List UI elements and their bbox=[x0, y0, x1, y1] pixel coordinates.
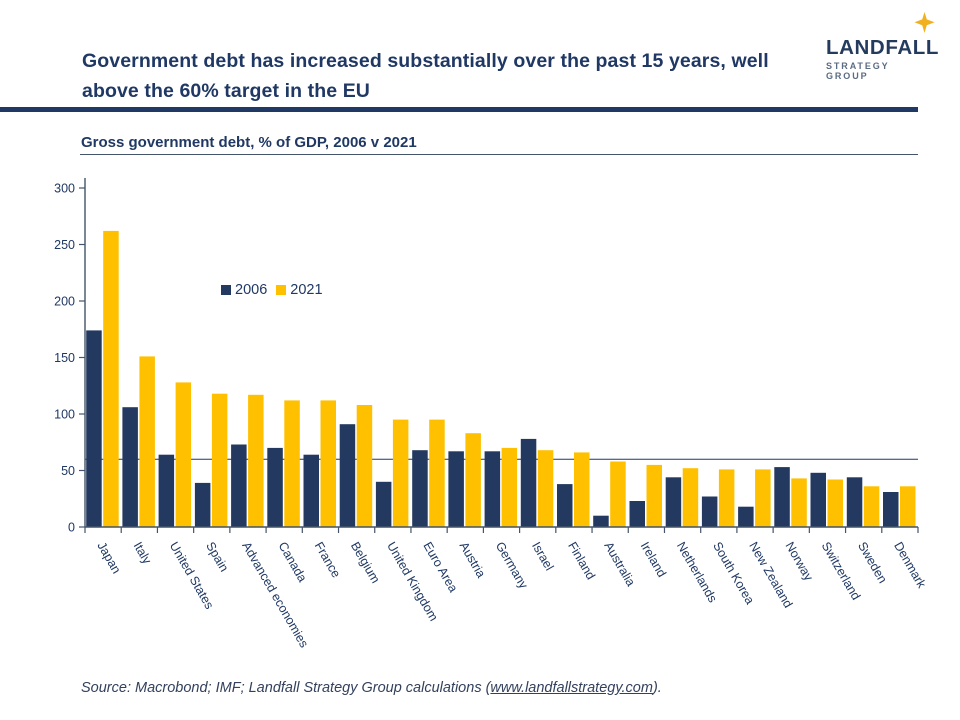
x-category-label: Finland bbox=[565, 540, 598, 583]
y-tick-label: 150 bbox=[54, 351, 75, 365]
x-category-label: Norway bbox=[783, 540, 817, 584]
x-category-label: Belgium bbox=[348, 540, 383, 586]
y-tick-label: 50 bbox=[61, 464, 75, 478]
x-category-label: Australia bbox=[601, 540, 637, 589]
bar-2021-finland bbox=[574, 452, 590, 527]
bar-2006-sweden bbox=[846, 477, 863, 527]
bar-2021-italy bbox=[139, 356, 155, 527]
x-category-label: France bbox=[312, 540, 344, 581]
landfall-logo: LANDFALL STRATEGY GROUP bbox=[826, 10, 939, 81]
logo-wordmark: LANDFALL bbox=[826, 36, 939, 59]
bar-2021-norway bbox=[791, 478, 807, 527]
bar-2006-canada bbox=[267, 447, 283, 527]
source-note: Source: Macrobond; IMF; Landfall Strateg… bbox=[81, 680, 662, 696]
bar-2021-united-kingdom bbox=[392, 419, 409, 527]
bar-2021-germany bbox=[501, 447, 518, 527]
x-category-label: Advanced economies bbox=[239, 540, 311, 651]
bar-2006-advanced-economies bbox=[231, 444, 247, 527]
bar-2021-united-states bbox=[175, 382, 192, 527]
source-link[interactable]: www.landfallstrategy.com bbox=[490, 680, 653, 696]
chart-title: Gross government debt, % of GDP, 2006 v … bbox=[81, 134, 417, 151]
bar-2021-denmark bbox=[900, 486, 916, 527]
page-title-line1: Government debt has increased substantia… bbox=[82, 50, 769, 72]
bar-2006-denmark bbox=[883, 492, 899, 527]
bar-2006-belgium bbox=[339, 424, 356, 527]
x-category-label: Austria bbox=[457, 540, 489, 581]
bar-2006-israel bbox=[520, 438, 537, 527]
bar-2006-switzerland bbox=[810, 472, 826, 527]
bar-2006-ireland bbox=[629, 501, 645, 527]
legend-label-2006: 2006 bbox=[235, 282, 268, 298]
bar-2021-belgium bbox=[356, 405, 373, 527]
bar-2006-spain bbox=[194, 482, 211, 527]
bar-2006-united-kingdom bbox=[375, 481, 392, 527]
legend-swatch-2021 bbox=[276, 285, 287, 295]
bar-2021-australia bbox=[610, 461, 626, 527]
chart-legend: 2006 2021 bbox=[221, 282, 323, 298]
bar-2006-norway bbox=[774, 467, 790, 527]
bar-2006-euro-area bbox=[412, 450, 428, 527]
bar-2006-australia bbox=[593, 515, 609, 527]
x-category-label: Spain bbox=[203, 540, 231, 575]
bar-2021-ireland bbox=[646, 464, 662, 527]
bar-2021-spain bbox=[211, 393, 228, 527]
x-category-label: Israel bbox=[529, 540, 556, 573]
bar-2006-netherlands bbox=[665, 477, 682, 527]
bar-2021-switzerland bbox=[827, 479, 843, 527]
x-category-label: Germany bbox=[493, 540, 531, 592]
bar-2006-france bbox=[303, 454, 319, 527]
bar-2006-austria bbox=[448, 451, 464, 527]
y-tick-label: 200 bbox=[54, 295, 75, 309]
x-category-label: Denmark bbox=[891, 540, 929, 592]
x-category-label: Sweden bbox=[855, 540, 890, 586]
bar-2021-netherlands bbox=[682, 468, 699, 527]
sparkle-icon bbox=[914, 12, 935, 33]
legend-swatch-2006 bbox=[221, 285, 231, 295]
y-tick-label: 100 bbox=[54, 408, 75, 422]
page-title: Government debt has increased substantia… bbox=[82, 46, 832, 106]
y-tick-label: 300 bbox=[54, 182, 75, 196]
source-text-suffix: ). bbox=[652, 680, 662, 696]
legend-label-2021: 2021 bbox=[290, 282, 323, 298]
x-category-label: Ireland bbox=[638, 540, 669, 580]
bar-2006-new-zealand bbox=[738, 506, 754, 527]
legend-item-2021: 2021 bbox=[276, 282, 323, 298]
bar-2021-france bbox=[320, 400, 336, 527]
y-tick-label: 250 bbox=[54, 238, 75, 252]
y-tick-label: 0 bbox=[68, 521, 75, 535]
chart-title-underline bbox=[80, 154, 918, 155]
bar-2006-italy bbox=[122, 407, 138, 527]
bar-2021-new-zealand bbox=[755, 469, 771, 527]
title-divider bbox=[0, 107, 918, 112]
page-title-line2: above the 60% target in the EU bbox=[82, 80, 370, 102]
legend-item-2006: 2006 bbox=[221, 282, 267, 298]
bar-2021-japan bbox=[103, 230, 119, 527]
bar-2021-sweden bbox=[863, 486, 880, 527]
bar-2006-united-states bbox=[158, 454, 175, 527]
source-text: Source: Macrobond; IMF; Landfall Strateg… bbox=[81, 680, 491, 696]
x-category-label: Canada bbox=[276, 540, 310, 585]
x-category-label: Italy bbox=[131, 540, 155, 568]
bar-2021-israel bbox=[537, 450, 554, 527]
bar-2006-finland bbox=[557, 484, 573, 527]
logo-subtitle: STRATEGY GROUP bbox=[826, 61, 890, 81]
bar-2021-euro-area bbox=[429, 419, 445, 527]
bar-2006-south-korea bbox=[701, 496, 718, 527]
bar-2021-canada bbox=[284, 400, 300, 527]
bar-2006-germany bbox=[484, 451, 501, 527]
x-category-label: Japan bbox=[94, 540, 123, 577]
x-category-label: Euro Area bbox=[420, 540, 460, 595]
bar-2006-japan bbox=[86, 330, 102, 527]
bar-2021-advanced-economies bbox=[248, 394, 264, 527]
bar-2021-south-korea bbox=[718, 469, 735, 527]
bar-2021-austria bbox=[465, 433, 481, 527]
